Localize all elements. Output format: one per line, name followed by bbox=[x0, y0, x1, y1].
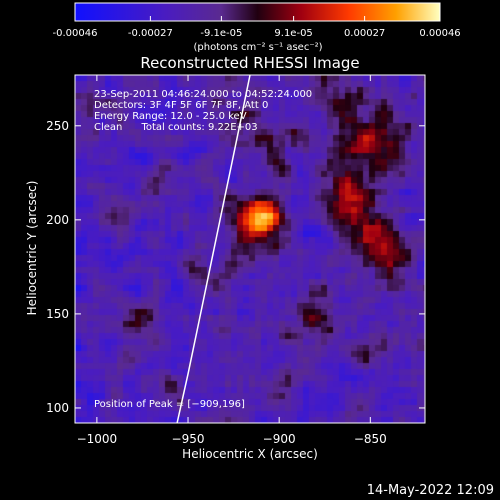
y-tick-label: 200 bbox=[46, 213, 69, 227]
annotation-time-range: 23-Sep-2011 04:46:24.000 to 04:52:24.000 bbox=[94, 89, 312, 100]
colorbar-ticks: -0.00046 -0.00027 -9.1e-05 9.1e-05 0.00027 0.… bbox=[53, 16, 461, 39]
y-tick-label: 250 bbox=[46, 119, 69, 133]
y-axis-ticks: 100 150 200 250 bbox=[46, 119, 425, 415]
x-tick-label: −850 bbox=[354, 432, 387, 446]
colorbar-tick-label: 9.1e-05 bbox=[274, 28, 312, 39]
y-tick-label: 100 bbox=[46, 401, 69, 415]
heatmap-image bbox=[75, 75, 425, 423]
colorbar-tick-label: -0.00046 bbox=[53, 28, 98, 39]
peak-position-label: Position of Peak = [−909,196] bbox=[94, 399, 245, 410]
footer-timestamp: 14-May-2022 12:09 bbox=[367, 483, 494, 498]
y-axis-label: Heliocentric Y (arcsec) bbox=[25, 181, 39, 316]
y-tick-label: 150 bbox=[46, 307, 69, 321]
colorbar-tick-label: -9.1e-05 bbox=[200, 28, 242, 39]
info-annotations: 23-Sep-2011 04:46:24.000 to 04:52:24.000… bbox=[94, 89, 312, 133]
colorbar-unit-label: (photons cm⁻² s⁻¹ asec⁻²) bbox=[193, 42, 322, 53]
annotation-energy-range: Energy Range: 12.0 - 25.0 keV bbox=[94, 111, 247, 122]
chart-title: Reconstructed RHESSI Image bbox=[140, 54, 359, 72]
colorbar-tick-label: -0.00027 bbox=[128, 28, 173, 39]
annotation-clean-counts: Clean Total counts: 9.22E+03 bbox=[94, 122, 258, 133]
colorbar-tick-label: 0.00046 bbox=[419, 28, 460, 39]
x-tick-label: −900 bbox=[263, 432, 296, 446]
colorbar-tick-label: 0.00027 bbox=[344, 28, 385, 39]
plot-frame bbox=[74, 74, 426, 424]
x-axis-ticks: −1000 −950 −900 −850 bbox=[77, 75, 387, 446]
annotation-detectors: Detectors: 3F 4F 5F 6F 7F 8F, Att 0 bbox=[94, 100, 268, 111]
solar-limb-line bbox=[176, 75, 251, 423]
x-tick-label: −950 bbox=[172, 432, 205, 446]
x-axis-label: Heliocentric X (arcsec) bbox=[182, 447, 318, 461]
x-tick-label: −1000 bbox=[77, 432, 118, 446]
colorbar bbox=[74, 2, 441, 22]
